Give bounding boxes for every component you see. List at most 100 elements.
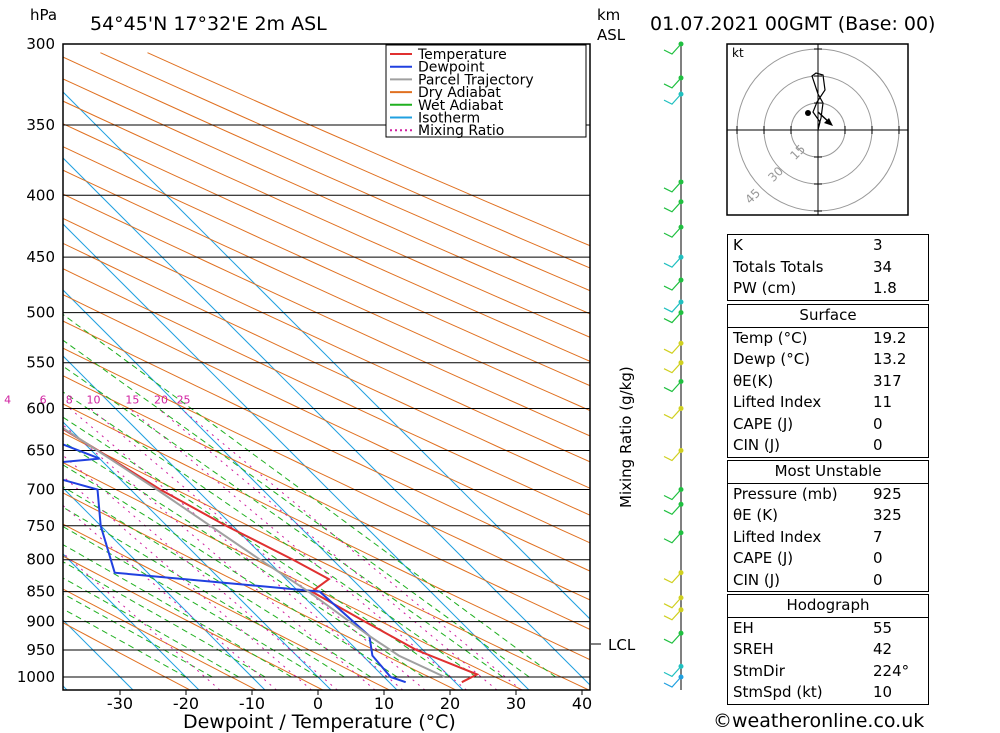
temperature-tick-label: 0 [313, 694, 323, 713]
wind-barb [663, 532, 682, 544]
pressure-tick-label: 650 [26, 442, 55, 460]
mixing-ratio-axis-label: Mixing Ratio (g/kg) [617, 366, 635, 508]
pressure-tick-label: 350 [26, 116, 55, 134]
temperature-tick-label: 40 [572, 694, 592, 713]
wind-barb [663, 450, 682, 462]
wet-adiabat-line [63, 486, 372, 678]
dry-adiabat-line [63, 320, 590, 572]
dry-adiabat-line [63, 242, 590, 489]
wind-barb [663, 342, 682, 354]
asl-label: ASL [597, 26, 626, 44]
isotherm-line [63, 487, 266, 690]
dry-adiabat-line [63, 56, 590, 292]
dry-adiabat-line [63, 492, 456, 690]
mixing-ratio-line [69, 408, 404, 690]
pressure-tick-label: 1000 [17, 668, 55, 686]
pressure-tick-label: 600 [26, 399, 55, 417]
wind-barb [663, 43, 682, 55]
wind-barb [663, 609, 682, 621]
hodograph-row: EH 55 [733, 618, 893, 637]
wind-barb [663, 77, 682, 89]
index-row-pw: PW (cm) 1.8 [733, 279, 897, 297]
hodograph-row: StmSpd (kt) 10 [733, 683, 893, 701]
legend-label: Parcel Trajectory [418, 72, 534, 88]
hodograph-unit: kt [732, 46, 744, 60]
datetime-title: 01.07.2021 00GMT (Base: 00) [650, 13, 935, 35]
most-unstable-table: Most Unstable Pressure (mb) 925 θE (K) 325… [727, 460, 929, 592]
temperature-tick-label: -20 [173, 694, 199, 713]
wind-barb [663, 312, 682, 324]
dry-adiabat-line [63, 523, 390, 690]
mixing-ratio-line [90, 408, 426, 690]
temperature-tick-label: 10 [374, 694, 394, 713]
wind-barb [663, 503, 682, 516]
hodograph-trace [811, 72, 826, 131]
most-unstable-row: CAPE (J) 0 [733, 549, 883, 567]
dry-adiabat-line [63, 555, 324, 690]
surface-table: Surface Temp (°C) 19.2 Dewp (°C) 13.2 θE(K… [727, 304, 929, 458]
surface-row: CAPE (J) 0 [733, 414, 883, 433]
mixing-ratio-line [63, 504, 277, 690]
temperature-tick-label: 20 [440, 694, 460, 713]
pressure-tick-label: 500 [26, 304, 55, 322]
legend-label: Isotherm [418, 111, 480, 127]
wet-adiabat-line [63, 608, 187, 678]
wind-barb [663, 381, 682, 393]
most-unstable-title: Most Unstable [728, 461, 928, 484]
wind-barb [663, 256, 682, 268]
wind-barb [663, 301, 682, 313]
most-unstable-row: CIN (J) 0 [733, 570, 883, 589]
legend-label: Dewpoint [418, 60, 485, 76]
legend-label: Temperature [417, 47, 507, 63]
km-label: km [597, 6, 620, 24]
surface-row: CIN (J) 0 [733, 436, 883, 454]
pressure-tick-label: 950 [26, 641, 55, 659]
footer-credit[interactable]: ©weatheronline.co.uk [713, 710, 925, 732]
dry-adiabat-line [63, 294, 590, 544]
pressure-tick-label: 300 [26, 35, 55, 53]
mixing-ratio-label: 15 [125, 393, 139, 406]
isotherm-line [63, 553, 200, 690]
most-unstable-row: θE (K) 325 [733, 506, 902, 524]
hodograph-title: Hodograph [728, 595, 928, 618]
pressure-tick-label: 750 [26, 517, 55, 535]
dry-adiabat-line [63, 588, 257, 690]
surface-row: Dewp (°C) 13.2 [733, 350, 907, 368]
isotherm-line [0, 44, 1, 690]
wind-barb [663, 572, 682, 584]
dry-adiabat-line [63, 123, 590, 362]
dewpoint-profile [63, 443, 407, 684]
wet-adiabat-line [63, 391, 477, 678]
pressure-tick-label: 850 [26, 583, 55, 601]
temperature-tick-label: 30 [506, 694, 526, 713]
pressure-tick-label: 550 [26, 354, 55, 372]
isotherm-line [63, 223, 530, 690]
mixing-ratio-label: 4 [4, 393, 11, 406]
wind-barb [663, 597, 682, 609]
wind-barb [663, 408, 682, 420]
wind-barb [663, 676, 682, 688]
wind-barb [663, 279, 682, 291]
most-unstable-row: Lifted Index 7 [733, 527, 883, 546]
dry-adiabat-line [100, 52, 590, 269]
location-title: 54°45'N 17°32'E 2m ASL [90, 13, 327, 35]
legend-label: Mixing Ratio [418, 123, 504, 139]
pressure-unit-label: hPa [30, 6, 57, 24]
wind-barb [663, 93, 682, 105]
parcel-trajectory-profile [63, 426, 446, 678]
wind-barb [663, 362, 682, 374]
temperature-tick-label: -10 [239, 694, 265, 713]
pressure-tick-label: 400 [26, 186, 55, 204]
dry-adiabat-line [63, 461, 523, 690]
dry-adiabat-line [63, 78, 590, 315]
wind-barb [663, 489, 682, 501]
legend-label: Dry Adiabat [418, 85, 501, 101]
surface-title: Surface [728, 305, 928, 328]
mixing-ratio-line [129, 408, 467, 690]
temperature-tick-label: -30 [107, 694, 133, 713]
dry-adiabat-line [147, 52, 590, 247]
dry-adiabat-line [63, 403, 590, 661]
lcl-label: LCL [608, 636, 636, 654]
